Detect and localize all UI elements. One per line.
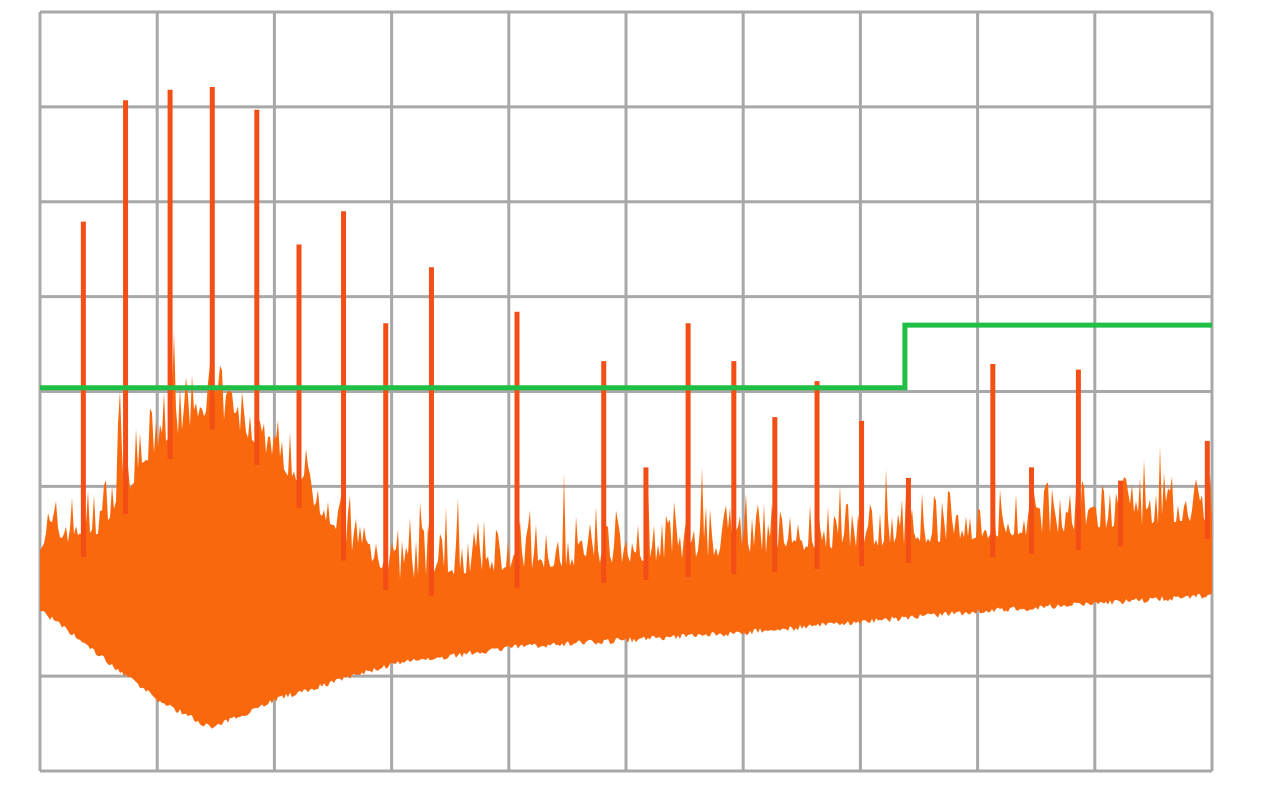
limit-polyline [40,322,1212,391]
spikes [80,86,1210,596]
limit-line [40,322,1212,391]
noise-band [40,331,1212,729]
noise-floor [40,331,1212,729]
